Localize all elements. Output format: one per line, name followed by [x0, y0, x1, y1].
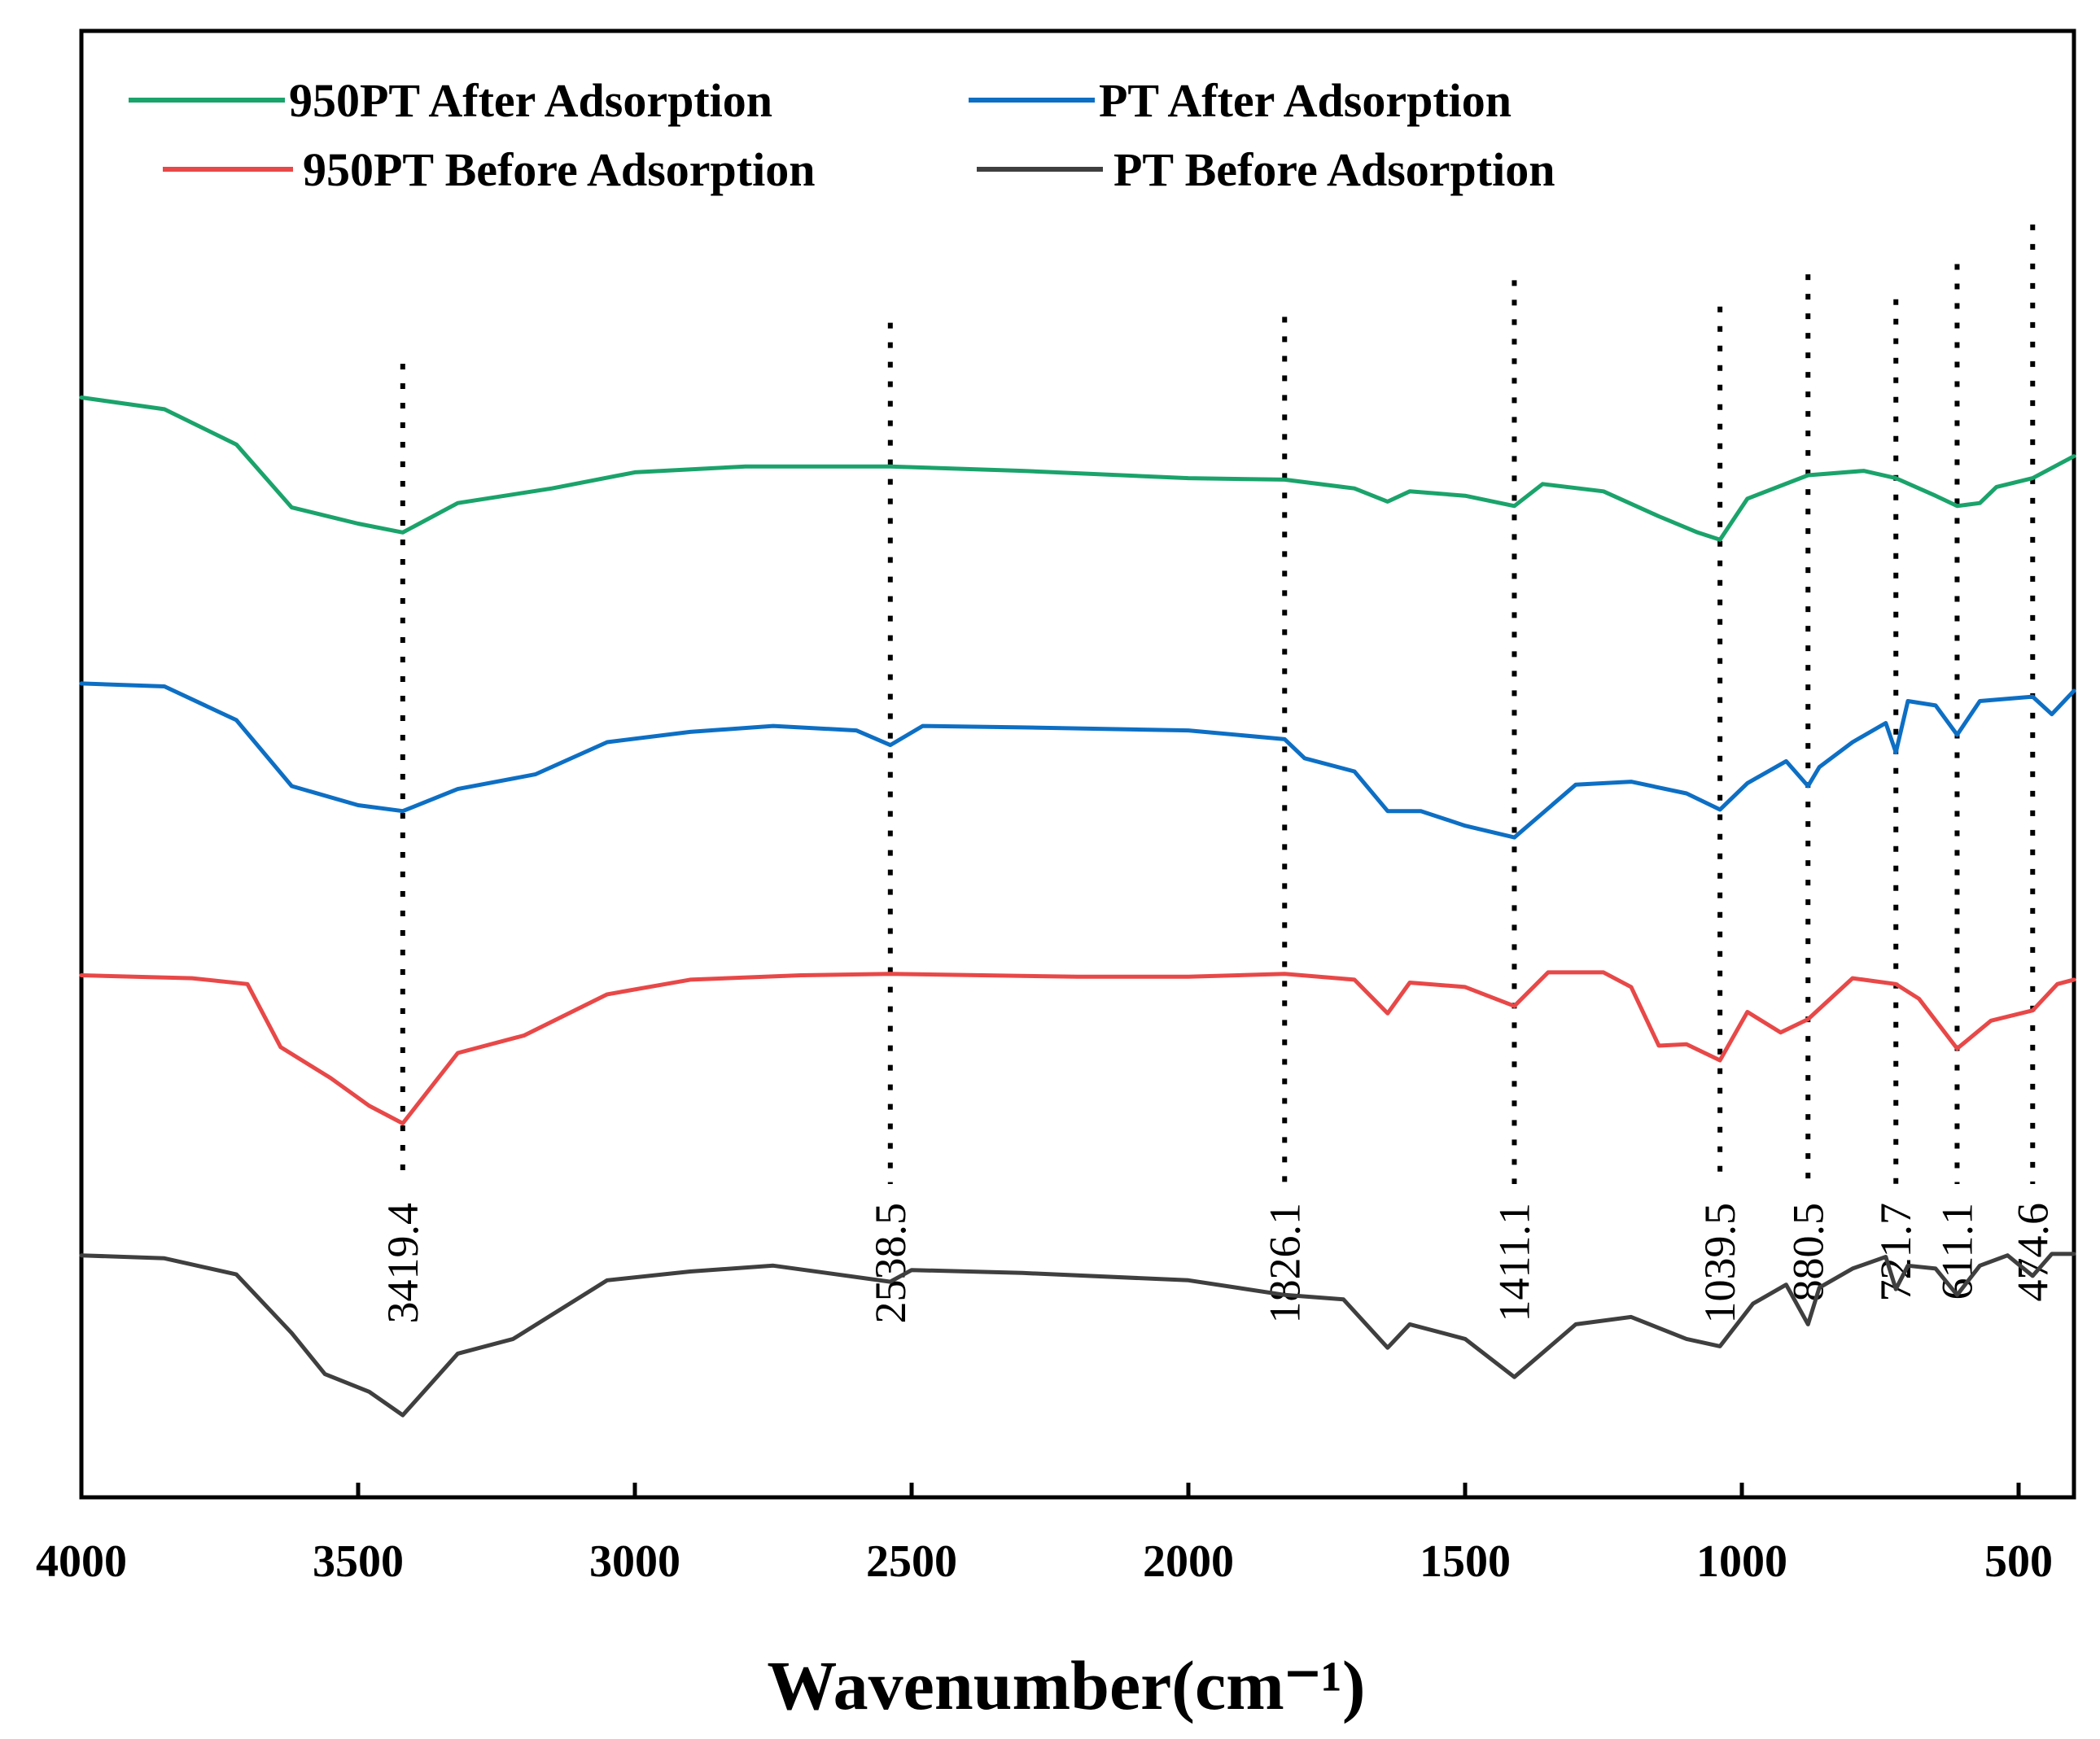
- x-tick-label-2: 3500: [313, 1536, 404, 1587]
- x-axis-ticks: 4000 3500 3000 2500 2000 1500 1000 500: [36, 1483, 2053, 1587]
- peak-label-5: 1039.5: [1695, 1203, 1744, 1324]
- series-line-2: [79, 681, 2076, 840]
- peak-lines: 3419.4 2538.5 1826.1 1411.1 1039.5 880.5 721.7…: [378, 224, 2057, 1324]
- series-line-3: [79, 970, 2076, 1125]
- peak-label-2: 2538.5: [866, 1203, 915, 1324]
- peak-label-8: 611.1: [1932, 1203, 1981, 1300]
- legend-label-3: 950PT Before Adsorption: [303, 143, 815, 196]
- series-lines: [79, 395, 2076, 1418]
- x-tick-label-8: 500: [1984, 1536, 2053, 1587]
- legend-label-1: 950PT After Adsorption: [289, 74, 772, 127]
- x-tick-label-1: 4000: [36, 1536, 127, 1587]
- legend-label-4: PT Before Adsorption: [1113, 143, 1555, 196]
- x-tick-label-4: 2500: [866, 1536, 957, 1587]
- x-tick-label-7: 1000: [1696, 1536, 1787, 1587]
- series-line-1: [79, 395, 2076, 542]
- legend-label-2: PT After Adsorption: [1099, 74, 1512, 127]
- peak-label-1: 3419.4: [378, 1203, 427, 1324]
- series-line-4: [79, 1252, 2076, 1418]
- x-tick-label-6: 1500: [1420, 1536, 1511, 1587]
- x-axis-title: Wavenumber(cm⁻¹): [767, 1646, 1365, 1724]
- x-tick-label-5: 2000: [1143, 1536, 1234, 1587]
- peak-label-9: 474.6: [2008, 1203, 2057, 1302]
- legend: 950PT After Adsorption PT After Adsorptio…: [129, 74, 1555, 196]
- peak-label-3: 1826.1: [1260, 1203, 1309, 1324]
- peak-label-6: 880.5: [1783, 1203, 1832, 1302]
- x-tick-label-3: 3000: [589, 1536, 680, 1587]
- plot-frame: [79, 28, 2076, 1500]
- peak-label-4: 1411.1: [1490, 1203, 1538, 1322]
